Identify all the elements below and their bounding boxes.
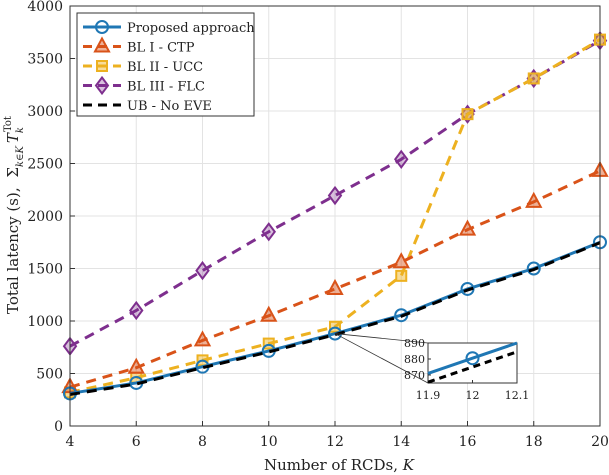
x-tick-label: 6 (132, 434, 141, 450)
series-layer (61, 30, 609, 401)
legend-label: UB - No EVE (127, 99, 212, 114)
data-point (525, 191, 543, 208)
y-tick-label: 500 (36, 367, 63, 383)
inset-y-tick-label: 890 (404, 337, 425, 350)
x-axis-label: Number of RCDs, K (264, 456, 415, 474)
x-tick-label: 20 (591, 434, 609, 450)
zoom-connector-lines (334, 333, 429, 384)
data-point (93, 36, 111, 53)
data-point (95, 20, 109, 34)
y-tick-label: 3000 (27, 104, 63, 120)
inset-y-tick-label: 870 (404, 369, 425, 382)
inset-proposed-line (427, 341, 518, 375)
legend-label: BL I - CTP (127, 41, 195, 56)
data-point (527, 72, 540, 85)
legend-entry: BL III - FLC (83, 75, 205, 96)
legend-label: BL II - UCC (127, 60, 203, 75)
data-point (262, 337, 275, 350)
data-point (96, 60, 108, 72)
y-tick-label: 0 (54, 419, 63, 435)
x-tick-label: 8 (198, 434, 207, 450)
legend-entry: Proposed approach (83, 20, 255, 36)
data-point (526, 261, 541, 276)
inset-x-tick-label: 12 (466, 389, 480, 402)
x-tick-label: 4 (66, 434, 75, 450)
data-point (195, 260, 210, 281)
data-point (395, 269, 408, 282)
y-axis-label: Total latency (s), Σk∈KTkTot (3, 116, 26, 314)
y-axis-label-prefix: Total latency (s), (4, 187, 22, 314)
y-tick-label: 2500 (27, 157, 63, 173)
inset-ub-line (427, 350, 518, 384)
data-point (261, 222, 276, 242)
series-line (69, 241, 601, 396)
data-point (129, 300, 144, 321)
data-point (392, 252, 410, 269)
legend-label: BL III - FLC (127, 80, 205, 95)
legend-entry: BL I - CTP (83, 36, 195, 56)
x-axis-label-var: K (402, 456, 415, 474)
zoom-connector (334, 333, 429, 344)
data-point (327, 185, 343, 206)
data-point (260, 305, 278, 322)
legend-label: Proposed approach (127, 21, 255, 36)
x-axis-label-text: Number of RCDs, (264, 456, 403, 474)
data-point (193, 330, 212, 347)
x-tick-label: 16 (459, 434, 477, 450)
legend-entry: UB - No EVE (83, 99, 212, 114)
y-tick-label: 2000 (27, 209, 63, 225)
inset-zoom-plot: 870 880 890 11.9 12 12.1 (404, 337, 529, 402)
axes (69, 5, 601, 427)
y-tick-label: 4000 (27, 0, 63, 15)
y-tick-label: 1000 (27, 314, 63, 330)
data-point (94, 75, 110, 96)
series-line (69, 169, 601, 389)
inset-x-tick-label: 11.9 (416, 389, 441, 402)
plot-frame (69, 5, 601, 427)
x-tick-label: 10 (260, 434, 278, 450)
data-point (458, 219, 477, 236)
inset-data-point (465, 351, 480, 366)
inset-x-tick-label: 12.1 (505, 389, 530, 402)
zoom-connector (334, 333, 429, 384)
x-tick-label: 14 (392, 434, 410, 450)
series-bl-i-ctp (61, 160, 609, 394)
legend-entry: BL II - UCC (83, 60, 203, 75)
series-ub-no-eve (69, 241, 601, 396)
x-tick-label: 18 (525, 434, 543, 450)
data-point (326, 278, 344, 295)
data-point (461, 108, 474, 121)
tick-labels: 4 6 8 10 12 14 16 18 20 0 500 1000 1500 2000 2500 3000 3… (27, 0, 609, 450)
y-tick-label: 3500 (27, 52, 63, 68)
data-point (394, 149, 409, 169)
inset-y-tick-label: 880 (404, 353, 425, 366)
y-tick-label: 1500 (27, 262, 63, 278)
legend: Proposed approach BL I - CTP BL II - UCC BL… (76, 12, 255, 117)
x-tick-label: 12 (326, 434, 344, 450)
data-point (127, 357, 145, 374)
